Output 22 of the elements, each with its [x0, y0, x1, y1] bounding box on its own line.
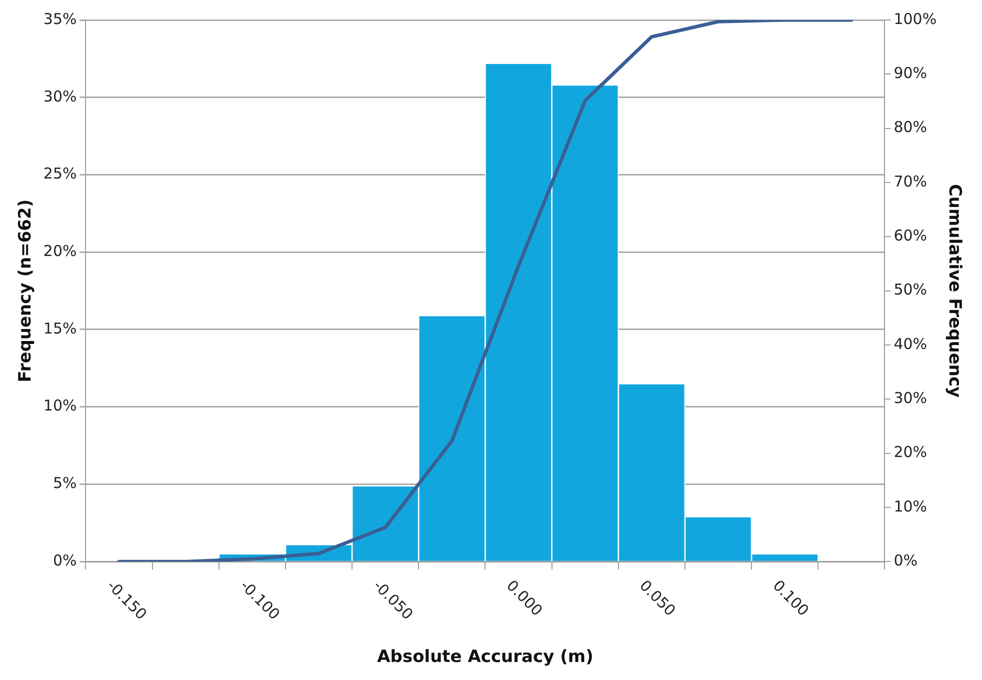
y2-tick-label: 20% [894, 443, 928, 462]
y2-tick-label: 70% [894, 172, 928, 190]
y2-tick-label: 90% [894, 64, 928, 82]
x-axis-title: Absolute Accuracy (m) [377, 647, 594, 668]
y2-tick-label: 10% [894, 497, 928, 516]
y-tick-label: 15% [43, 319, 77, 338]
y2-axis-title: Cumulative Frequency [944, 184, 964, 398]
y-tick-label: 35% [43, 10, 77, 28]
y-axis-title: Frequency (n=662) [16, 199, 36, 382]
y-tick-label: 30% [43, 87, 77, 106]
y2-tick-label: 80% [894, 118, 928, 136]
y-tick-label: 10% [43, 396, 77, 415]
y2-tick-label: 0% [894, 551, 918, 570]
y-tick-label: 0% [52, 551, 77, 570]
y2-tick-label: 100% [894, 10, 937, 28]
y-tick-label: 25% [43, 164, 77, 183]
y2-tick-label: 50% [894, 280, 928, 299]
y-tick-label: 20% [43, 242, 77, 260]
y-tick-label: 5% [52, 474, 77, 492]
y2-tick-label: 60% [894, 226, 928, 245]
y2-tick-label: 30% [894, 389, 928, 408]
y2-tick-label: 40% [894, 334, 928, 353]
